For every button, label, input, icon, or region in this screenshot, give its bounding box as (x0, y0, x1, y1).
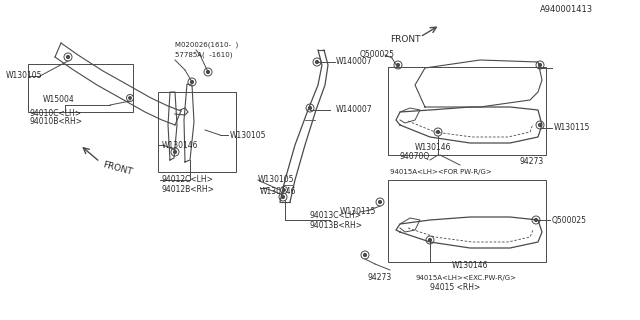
Text: W130146: W130146 (452, 260, 488, 269)
Text: 57785A(  -1610): 57785A( -1610) (175, 52, 232, 58)
Text: FRONT: FRONT (102, 161, 134, 177)
Circle shape (129, 97, 131, 99)
Bar (28, 64, 133, 112)
Circle shape (534, 219, 538, 221)
Text: W130105: W130105 (230, 131, 266, 140)
Text: W130115: W130115 (554, 124, 590, 132)
Circle shape (308, 107, 312, 109)
Text: FRONT: FRONT (390, 36, 420, 44)
Text: 94273: 94273 (367, 274, 391, 283)
Circle shape (539, 64, 541, 67)
Text: W140007: W140007 (336, 106, 372, 115)
Bar (388, 180, 546, 262)
Circle shape (316, 60, 319, 63)
Text: W130146: W130146 (162, 140, 198, 149)
Bar (158, 92, 236, 172)
Circle shape (539, 124, 541, 126)
Circle shape (67, 56, 69, 58)
Circle shape (191, 81, 193, 84)
Circle shape (282, 196, 284, 198)
Text: Q500025: Q500025 (552, 215, 587, 225)
Circle shape (207, 71, 209, 73)
Text: 94070Q: 94070Q (400, 153, 430, 162)
Circle shape (173, 151, 177, 153)
Text: W130105: W130105 (258, 175, 294, 185)
Text: 94273: 94273 (520, 157, 544, 166)
Text: W130146: W130146 (260, 188, 296, 196)
Circle shape (283, 189, 285, 191)
Bar (388, 67, 546, 155)
Text: 94015 <RH>: 94015 <RH> (430, 284, 480, 292)
Circle shape (436, 131, 440, 133)
Text: M020026(1610-  ): M020026(1610- ) (175, 42, 238, 48)
Circle shape (397, 64, 399, 67)
Text: W130105: W130105 (6, 71, 42, 81)
Text: 94012C<LH>: 94012C<LH> (162, 175, 214, 185)
Circle shape (379, 201, 381, 204)
Text: 94010C<LH>: 94010C<LH> (30, 108, 82, 117)
Circle shape (429, 239, 431, 241)
Text: W140007: W140007 (336, 58, 372, 67)
Text: W15004: W15004 (43, 94, 75, 103)
Text: Q500025: Q500025 (360, 51, 395, 60)
Text: 94010B<RH>: 94010B<RH> (30, 117, 83, 126)
Circle shape (364, 253, 366, 256)
Text: 94012B<RH>: 94012B<RH> (162, 186, 215, 195)
Text: A940001413: A940001413 (540, 5, 593, 14)
Text: 94013C<LH>: 94013C<LH> (310, 211, 362, 220)
Text: W130115: W130115 (340, 207, 376, 217)
Text: 94013B<RH>: 94013B<RH> (310, 220, 363, 229)
Text: W130146: W130146 (415, 142, 451, 151)
Text: 94015A<LH><FOR PW-R/G>: 94015A<LH><FOR PW-R/G> (390, 169, 492, 175)
Text: 94015A<LH><EXC.PW-R/G>: 94015A<LH><EXC.PW-R/G> (415, 275, 516, 281)
